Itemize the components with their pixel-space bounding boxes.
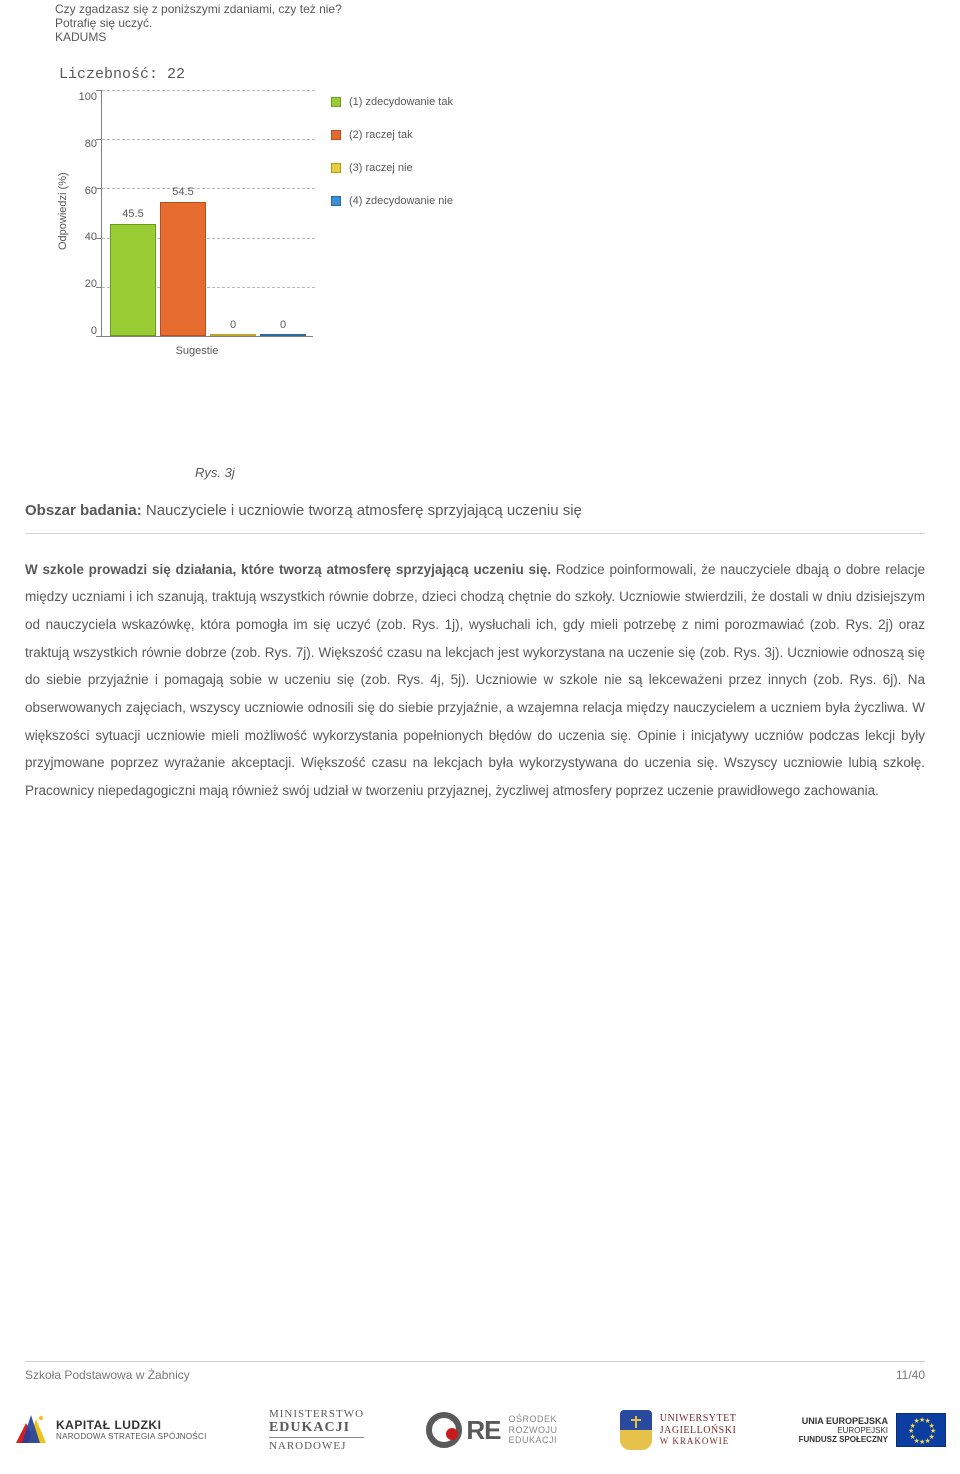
uj-line3: W KRAKOWIE: [660, 1436, 737, 1446]
eu-line1: UNIA EUROPEJSKA: [799, 1416, 888, 1426]
section-heading-text: Nauczyciele i uczniowie tworzą atmosferę…: [142, 502, 582, 519]
chart-bar: [110, 224, 156, 336]
legend-item: (4) zdecydowanie nie: [331, 194, 481, 209]
logo-ore: RE OŚRODEK ROZWOJU EDUKACJI: [426, 1412, 557, 1448]
ore-line2: ROZWOJU: [508, 1425, 557, 1435]
page-footer: Szkoła Podstawowa w Żabnicy 11/40: [25, 1361, 925, 1382]
eu-flag-icon: ★★★★★★★★★★★★: [896, 1413, 946, 1447]
legend-swatch: [331, 196, 341, 206]
kl-icon: [14, 1413, 48, 1447]
section-rule: [25, 533, 925, 534]
chart-y-axis-ticks: 100 80 60 40 20 0: [71, 91, 101, 337]
logo-ministerstwo: MINISTERSTWO EDUKACJI NARODOWEJ: [269, 1408, 364, 1452]
logo-strip: KAPITAŁ LUDZKI NARODOWA STRATEGIA SPÓJNO…: [14, 1400, 946, 1460]
legend-label: (2) raczej tak: [349, 128, 413, 143]
logo-kapital-ludzki: KAPITAŁ LUDZKI NARODOWA STRATEGIA SPÓJNO…: [14, 1413, 207, 1447]
legend-swatch: [331, 97, 341, 107]
chart-bar: [160, 202, 206, 336]
chart-question-2: Potrafię się uczyć.: [55, 16, 925, 30]
legend-swatch: [331, 163, 341, 173]
survey-chart: Czy zgadzasz się z poniższymi zdaniami, …: [55, 0, 925, 410]
kl-subtitle: NARODOWA STRATEGIA SPÓJNOŚCI: [56, 1432, 207, 1441]
ore-line1: OŚRODEK: [508, 1414, 557, 1424]
ytick: 20: [71, 278, 97, 290]
body-lead: W szkole prowadzi się działania, które t…: [25, 562, 551, 577]
section-heading: Obszar badania: Nauczyciele i uczniowie …: [25, 500, 925, 523]
ytick: 40: [71, 231, 97, 243]
chart-bar-label: 54.5: [160, 186, 206, 198]
legend-label: (3) raczej nie: [349, 161, 413, 176]
chart-bar-label: 0: [260, 319, 306, 331]
uj-shield-icon: [620, 1410, 652, 1450]
ore-name: RE: [466, 1415, 500, 1446]
eu-line3: FUNDUSZ SPOŁECZNY: [799, 1435, 888, 1444]
chart-bar: [260, 334, 306, 336]
chart-bar: [210, 334, 256, 336]
eu-line2: EUROPEJSKI: [799, 1426, 888, 1435]
kl-title: KAPITAŁ LUDZKI: [56, 1419, 207, 1433]
chart-y-axis-label: Odpowiedzi (%): [55, 91, 71, 331]
footer-school: Szkoła Podstawowa w Żabnicy: [25, 1368, 190, 1382]
ytick: 0: [71, 325, 97, 337]
logo-uj: UNIWERSYTET JAGIELLOŃSKI W KRAKOWIE: [620, 1410, 737, 1450]
legend-swatch: [331, 130, 341, 140]
legend-item: (3) raczej nie: [331, 161, 481, 176]
min-line2: EDUKACJI: [269, 1420, 364, 1436]
uj-line2: JAGIELLOŃSKI: [660, 1425, 737, 1437]
chart-plot-area: 45.5 54.5 00: [101, 91, 313, 337]
ytick: 80: [71, 138, 97, 150]
chart-count-label: Liczebność: 22: [59, 66, 925, 83]
min-line1: MINISTERSTWO: [269, 1408, 364, 1421]
logo-eu: UNIA EUROPEJSKA EUROPEJSKI FUNDUSZ SPOŁE…: [799, 1413, 946, 1447]
legend-item: (2) raczej tak: [331, 128, 481, 143]
legend-label: (4) zdecydowanie nie: [349, 194, 453, 209]
ytick: 100: [71, 91, 97, 103]
uj-line1: UNIWERSYTET: [660, 1413, 737, 1425]
chart-legend: (1) zdecydowanie tak (2) raczej tak (3) …: [331, 91, 481, 226]
ytick: 60: [71, 185, 97, 197]
chart-bar-label: 45.5: [110, 208, 156, 220]
legend-item: (1) zdecydowanie tak: [331, 95, 481, 110]
min-line3: NARODOWEJ: [269, 1437, 364, 1453]
ore-line3: EDUKACJI: [508, 1435, 557, 1445]
body-paragraph: W szkole prowadzi się działania, które t…: [25, 556, 925, 805]
ore-icon: [426, 1412, 462, 1448]
chart-x-axis-label: Sugestie: [91, 345, 303, 357]
section-heading-prefix: Obszar badania:: [25, 502, 142, 519]
figure-caption: Rys. 3j: [195, 465, 925, 480]
legend-label: (1) zdecydowanie tak: [349, 95, 453, 110]
footer-page-number: 11/40: [896, 1368, 925, 1382]
chart-question-3: KADUMS: [55, 30, 925, 44]
chart-question-1: Czy zgadzasz się z poniższymi zdaniami, …: [55, 0, 925, 16]
chart-bar-label: 0: [210, 319, 256, 331]
